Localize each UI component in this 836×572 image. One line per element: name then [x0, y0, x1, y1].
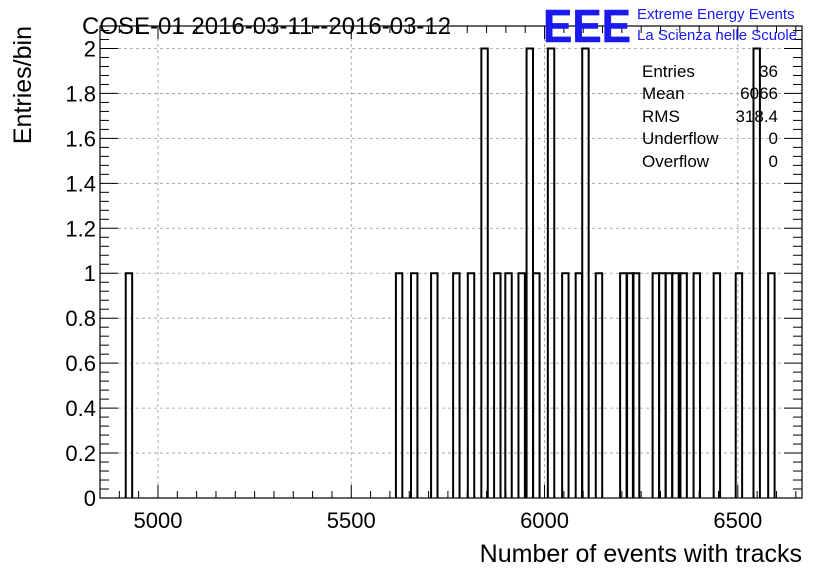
- y-tick-label-2: 0.4: [65, 396, 96, 421]
- tick-label-layer: 5000 5500 6000 6500 0 0.2 0.4 0.6 0.8 1 1.2 1.4 1.6 1…: [65, 36, 762, 533]
- y-tick-label-6: 1.2: [65, 216, 96, 241]
- histogram-bin-22: [664, 272, 674, 498]
- histogram-bin-14: [574, 272, 584, 498]
- histogram-bin-20: [651, 272, 661, 498]
- histogram-bin-19: [631, 272, 641, 498]
- histogram-bin-5: [466, 272, 476, 498]
- histogram-bin-11: [532, 272, 541, 498]
- logo-eee: EEE: [543, 0, 631, 52]
- x-tick-label-0: 5000: [134, 508, 183, 533]
- stats-value-entries: 36: [759, 62, 778, 81]
- histogram-bin-23: [671, 272, 680, 498]
- plot-frame: [99, 25, 803, 499]
- stats-label-rms: RMS: [642, 107, 680, 126]
- histogram-bin-1: [394, 272, 404, 498]
- histogram-bin-24: [679, 272, 688, 498]
- histogram-bin-25: [692, 272, 701, 498]
- x-tick-label-2: 6000: [520, 508, 569, 533]
- stats-box: Entries 36 Mean 6066 RMS 318.4 Underflow…: [642, 62, 778, 171]
- tick-layer: [99, 26, 802, 499]
- histogram-bin-16: [594, 272, 604, 498]
- stats-value-rms: 318.4: [735, 107, 778, 126]
- logo-line-2: La Scienza nelle Scuole: [637, 27, 797, 44]
- stats-label-entries: Entries: [642, 62, 695, 81]
- histogram-bin-4: [452, 272, 461, 498]
- histogram-bin-29: [767, 272, 776, 498]
- histogram-bin-6: [480, 47, 489, 498]
- stats-value-overflow: 0: [769, 152, 778, 171]
- histogram-bin-17: [619, 272, 628, 498]
- stats-value-underflow: 0: [769, 129, 778, 148]
- x-tick-label-1: 5500: [327, 508, 376, 533]
- histogram-bin-0: [124, 272, 134, 498]
- histogram-bin-2: [409, 272, 419, 498]
- x-axis-label: Number of events with tracks: [480, 540, 802, 568]
- histogram-layer: [124, 47, 776, 498]
- histogram-bin-9: [517, 272, 526, 498]
- y-tick-label-4: 0.8: [65, 306, 96, 331]
- y-tick-label-7: 1.4: [65, 171, 96, 196]
- y-axis-label: Entries/bin: [9, 26, 37, 144]
- stats-label-overflow: Overflow: [642, 152, 710, 171]
- stats-value-mean: 6066: [740, 84, 778, 103]
- histogram-bin-8: [504, 272, 513, 498]
- histogram-bin-12: [546, 47, 556, 498]
- stats-label-underflow: Underflow: [642, 129, 719, 148]
- stats-label-mean: Mean: [642, 84, 685, 103]
- histogram-bin-3: [430, 272, 439, 498]
- histogram-bin-13: [561, 272, 570, 498]
- histogram-bin-15: [581, 47, 590, 498]
- logo-line-1: Extreme Energy Events: [637, 6, 795, 23]
- chart-title: COSE-01 2016-03-11--2016-03-12: [82, 13, 451, 40]
- x-tick-label-3: 6500: [713, 508, 762, 533]
- y-tick-label-10: 2: [84, 36, 96, 61]
- y-tick-label-8: 1.6: [65, 126, 96, 151]
- y-tick-label-9: 1.8: [65, 81, 96, 106]
- y-tick-label-1: 0.2: [65, 441, 96, 466]
- y-tick-label-0: 0: [84, 486, 96, 511]
- histogram-bin-28: [752, 47, 761, 498]
- y-tick-label-3: 0.6: [65, 351, 96, 376]
- histogram-bin-7: [493, 272, 502, 498]
- histogram-bin-21: [658, 272, 667, 498]
- histogram-bin-10: [525, 47, 534, 498]
- grid-layer: [100, 26, 802, 498]
- histogram-bin-27: [734, 272, 744, 498]
- y-tick-label-5: 1: [84, 261, 96, 286]
- histogram-bin-26: [712, 272, 722, 498]
